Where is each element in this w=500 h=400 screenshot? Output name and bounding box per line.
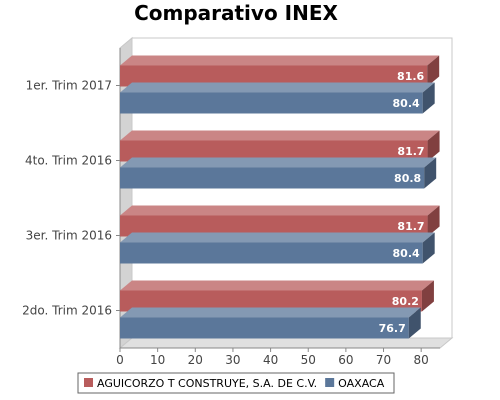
bar-front (120, 290, 422, 312)
bar (120, 130, 440, 162)
bar-front (120, 167, 425, 189)
x-tick-label: 10 (150, 353, 165, 367)
category-label: 1er. Trim 2017 (26, 79, 112, 93)
bar-side (422, 232, 435, 264)
bar-top (120, 82, 435, 93)
bar (120, 307, 421, 339)
floor (118, 337, 454, 349)
data-label: 80.2 (392, 295, 419, 308)
data-label: 81.7 (397, 220, 424, 233)
category-label: 3er. Trim 2016 (26, 229, 112, 243)
data-label: 80.4 (393, 97, 420, 110)
bar (120, 280, 434, 312)
data-label: 80.8 (394, 172, 421, 185)
bar (120, 157, 437, 189)
bar (120, 205, 440, 237)
x-tick-label: 60 (338, 353, 353, 367)
chart-title: Comparativo INEX (134, 1, 338, 25)
bar-front (120, 92, 423, 114)
legend: AGUICORZO T CONSTRUYE, S.A. DE C.V. OAXAC… (77, 372, 395, 394)
legend-swatch (84, 378, 93, 387)
data-label: 80.4 (393, 247, 420, 260)
x-tick-label: 70 (376, 353, 391, 367)
x-tick-label: 40 (263, 353, 278, 367)
bar-front (120, 140, 428, 162)
bar (120, 55, 440, 87)
data-label: 81.7 (397, 145, 424, 158)
bar-top (120, 157, 437, 168)
bar-front (120, 317, 409, 339)
bar-top (120, 130, 440, 141)
bar-side (422, 82, 435, 114)
bar-side (421, 280, 434, 312)
data-label: 81.6 (397, 70, 424, 83)
bar (120, 82, 435, 114)
bar-front (120, 242, 423, 264)
x-tick-label: 50 (301, 353, 316, 367)
x-tick-label: 0 (116, 353, 124, 367)
bar-side (424, 157, 437, 189)
category-label: 4to. Trim 2016 (25, 154, 112, 168)
plot-area: 0 10 20 30 40 50 60 70 80 1er. Trim 2017 81.6 80.4 4… (22, 36, 454, 367)
x-tick-label: 20 (188, 353, 203, 367)
legend-entry: OAXACA (338, 377, 385, 390)
bar-top (120, 232, 435, 243)
bar-top (120, 280, 434, 291)
bar-top (120, 307, 421, 318)
bar (120, 232, 435, 264)
bar-front (120, 65, 428, 87)
bar-front (120, 215, 428, 237)
bar-top (120, 205, 440, 216)
x-tick-label: 80 (414, 353, 429, 367)
data-label: 76.7 (379, 322, 406, 335)
bar-top (120, 55, 440, 66)
bar-side (427, 130, 440, 162)
legend-swatch (325, 378, 335, 387)
legend-entry: AGUICORZO T CONSTRUYE, S.A. DE C.V. (97, 377, 317, 390)
bar-side (427, 205, 440, 237)
category-label: 2do. Trim 2016 (22, 304, 112, 318)
bar-side (408, 307, 421, 339)
x-tick-label: 30 (225, 353, 240, 367)
bar-side (427, 55, 440, 87)
legend-box (77, 372, 395, 394)
